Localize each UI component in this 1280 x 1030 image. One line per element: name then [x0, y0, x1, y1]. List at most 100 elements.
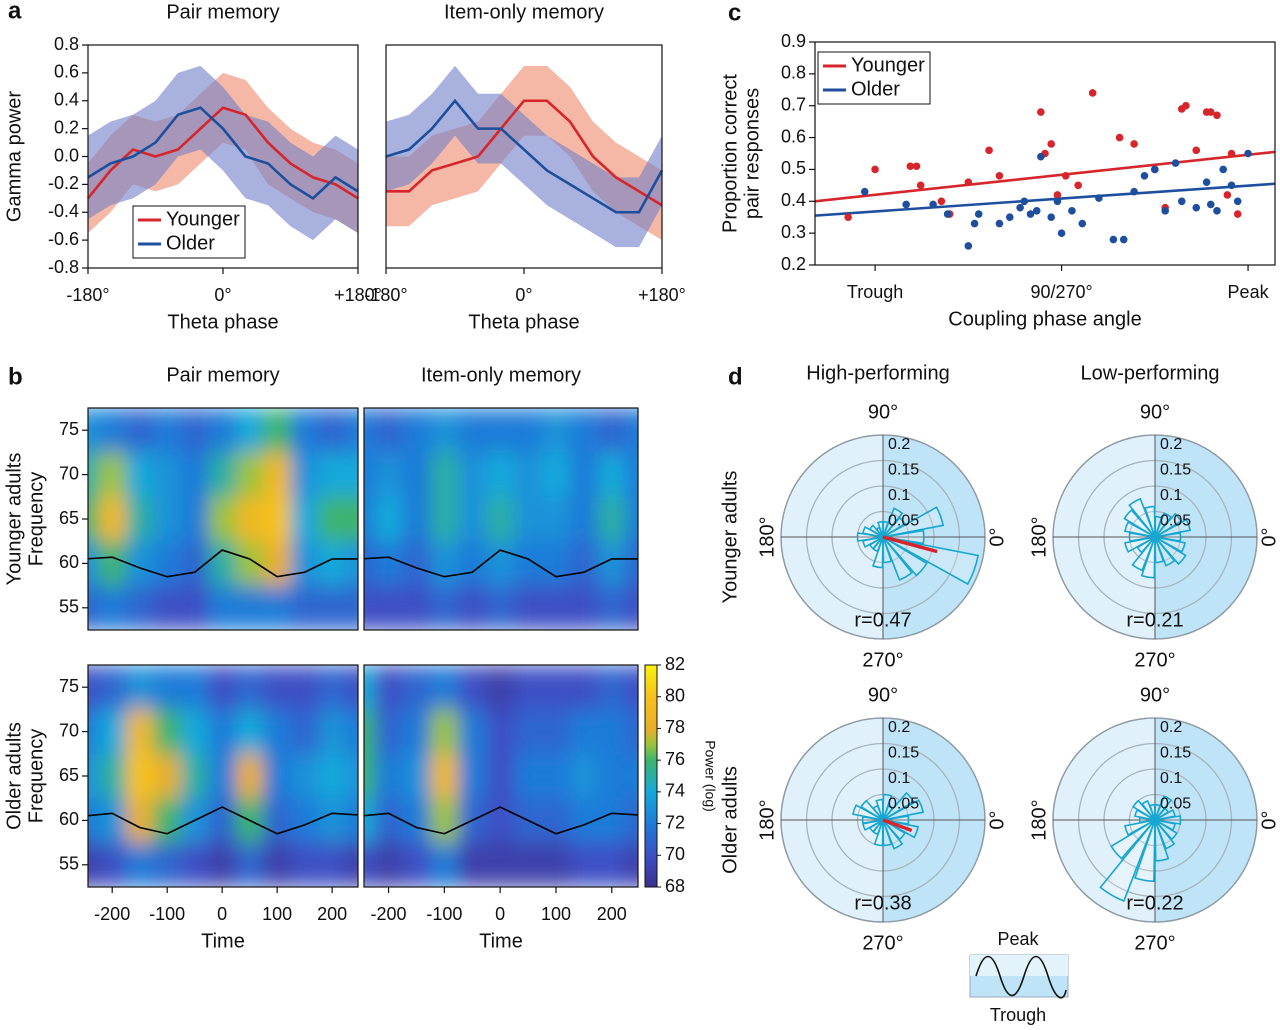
y-tick-label: 75 — [59, 676, 79, 696]
heatmap-cell — [88, 408, 99, 453]
heatmap-cell — [180, 496, 209, 542]
scatter-point — [1088, 89, 1097, 97]
heatmap-cell — [430, 665, 459, 710]
heatmap-cell — [597, 753, 627, 799]
heatmap-cell — [208, 408, 237, 453]
x-tick-label: -200 — [94, 904, 130, 924]
colorbar-tick-label: 82 — [665, 654, 685, 674]
scatter-point — [943, 210, 952, 218]
angle-tick-label: 90° — [868, 684, 898, 706]
scatter-point — [1227, 149, 1236, 158]
y-tick-label: 65 — [59, 765, 79, 785]
heatmap-cell — [290, 496, 319, 542]
heatmap-cell — [514, 408, 543, 453]
heatmap-cell — [458, 842, 487, 887]
heatmap-cell — [345, 496, 358, 542]
heatmap-cell — [208, 709, 237, 755]
heatmap-cell — [345, 452, 358, 498]
rose-petal — [882, 536, 928, 577]
chart-title: Pair memory — [166, 364, 279, 386]
r-tick-label: 0.15 — [1160, 745, 1191, 762]
heatmap-cell — [430, 753, 459, 799]
scatter-point — [1074, 181, 1082, 190]
heatmap-cell — [374, 496, 404, 542]
heatmap-cell — [180, 408, 209, 453]
x-axis-label: Time — [479, 930, 523, 952]
y-tick-label: 0.3 — [781, 222, 806, 242]
scatter-point — [1130, 140, 1138, 148]
y-axis-label: pair responses — [741, 88, 763, 219]
heatmap-cell — [402, 585, 431, 630]
heatmap-cell — [208, 452, 237, 498]
heatmap-cell — [625, 753, 638, 799]
scatter-point — [1161, 207, 1169, 215]
heatmap-cell — [180, 665, 209, 710]
y-tick-label: 70 — [59, 720, 79, 740]
rose-petal — [1132, 799, 1156, 821]
heatmap-cell — [458, 408, 487, 453]
scatter-point — [912, 162, 921, 171]
x-axis-label: Coupling phase angle — [948, 308, 1142, 330]
x-tick-label: -200 — [371, 904, 407, 924]
rose-petal — [1099, 819, 1156, 902]
heatmap-cell — [364, 585, 376, 630]
rose-petal — [1154, 819, 1178, 841]
heatmap-cell — [208, 665, 237, 710]
panel-label: b — [8, 363, 23, 390]
heatmap-cell — [458, 452, 487, 498]
r-tick-label: 0.1 — [1160, 487, 1182, 504]
series-line — [386, 99, 663, 207]
rose-petal — [1124, 521, 1156, 538]
scatter-point — [844, 213, 852, 222]
heatmap-cell — [290, 585, 319, 630]
heatmap-cell — [569, 753, 599, 799]
heatmap-cell — [486, 753, 515, 799]
heatmap-cell — [597, 408, 627, 453]
angle-tick-label: 0° — [986, 527, 1008, 546]
heatmap-cell — [402, 842, 431, 887]
heatmap-cell — [486, 709, 515, 755]
rose-petal — [1154, 512, 1183, 538]
heatmap-cell — [263, 709, 292, 755]
heatmap-cell — [430, 585, 459, 630]
heatmap-cell — [208, 541, 237, 587]
heatmap-cell — [364, 541, 376, 587]
error-band — [88, 65, 358, 241]
error-band — [386, 65, 662, 241]
scatter-point — [1078, 219, 1087, 228]
rose-petal — [1134, 809, 1156, 821]
angle-tick-label: 0° — [986, 810, 1008, 829]
heatmap-cells — [88, 408, 358, 630]
scatter-point — [974, 210, 983, 218]
scatter-point — [1068, 207, 1076, 215]
heatmap-cell — [345, 709, 358, 755]
heatmap-cell — [318, 585, 347, 630]
heatmap-cell — [98, 585, 127, 630]
x-axis-label: Time — [201, 930, 245, 952]
heatmap-cell — [514, 585, 543, 630]
plot-border — [814, 41, 1276, 266]
heatmap-cell — [597, 585, 627, 630]
heatmap-cell — [98, 496, 127, 542]
heatmap-cell — [153, 709, 182, 755]
row-label: Younger adults — [719, 471, 741, 604]
plot-border — [363, 664, 639, 888]
y-tick-label: 0.8 — [781, 63, 806, 83]
heatmap-cell — [542, 496, 571, 542]
rose-petal — [882, 819, 904, 850]
colorbar-tick-label: 68 — [665, 876, 685, 896]
heatmap-cell — [290, 753, 319, 799]
theta-line — [88, 806, 358, 835]
rose-petal — [1154, 536, 1187, 566]
heatmap-cell — [235, 408, 264, 453]
rose-petal — [1154, 536, 1176, 567]
x-tick-label: +180° — [334, 285, 382, 305]
heatmap-cells — [364, 408, 638, 630]
heatmap-cell — [98, 408, 127, 453]
scatter-point — [1005, 213, 1014, 222]
x-tick-label: -180° — [364, 285, 407, 305]
mean-vector — [882, 818, 913, 833]
scatter-point — [1115, 133, 1124, 142]
heatmap-cell — [98, 709, 127, 755]
heatmap-cell — [402, 452, 431, 498]
